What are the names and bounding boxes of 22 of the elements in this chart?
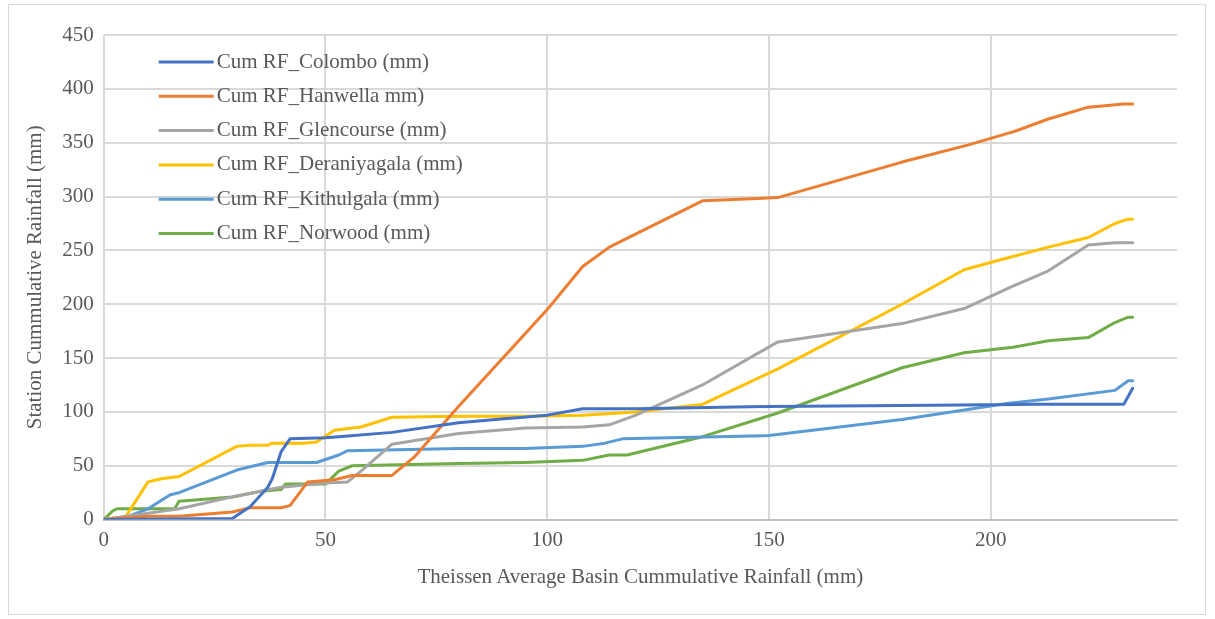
- x-tick-label: 50: [314, 526, 336, 551]
- y-tick-label: 200: [62, 290, 94, 315]
- x-tick-label: 200: [974, 526, 1007, 551]
- x-axis-title: Theissen Average Basin Cummulative Rainfall (mm): [417, 563, 864, 588]
- legend-label: Cum RF_Kithulgala (mm): [216, 185, 440, 210]
- y-tick-label: 400: [62, 75, 94, 100]
- legend-label: Cum RF_Norwood (mm): [216, 220, 431, 245]
- legend-label: Cum RF_Colombo (mm): [216, 48, 430, 73]
- y-tick-label: 100: [62, 398, 94, 423]
- y-tick-label: 350: [62, 129, 94, 154]
- y-axis-title: Station Cummulative Rainfall (mm): [22, 125, 47, 430]
- legend-label: Cum RF_Glencourse (mm): [216, 117, 447, 142]
- x-tick-label: 100: [531, 526, 563, 551]
- y-tick-label: 0: [83, 506, 94, 531]
- legend-label: Cum RF_Hanwella mm): [216, 82, 425, 107]
- legend-label: Cum RF_Deraniyagala (mm): [216, 151, 463, 176]
- y-tick-label: 250: [62, 236, 94, 261]
- y-tick-label: 450: [62, 21, 94, 46]
- x-tick-label: 150: [753, 526, 785, 551]
- y-tick-label: 300: [62, 183, 94, 208]
- y-tick-label: 150: [62, 344, 94, 369]
- y-tick-label: 50: [72, 452, 94, 477]
